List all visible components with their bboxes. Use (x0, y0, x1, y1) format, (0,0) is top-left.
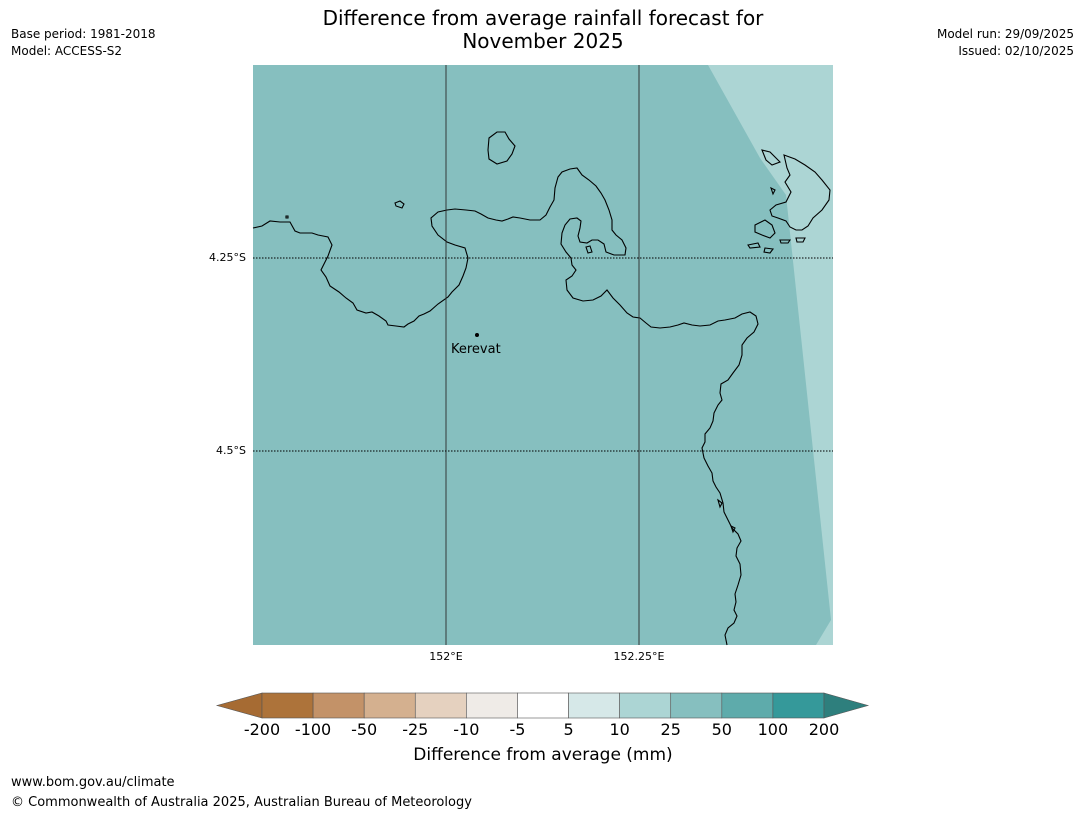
colorbar-swatch (414, 692, 467, 719)
footer-url[interactable]: www.bom.gov.au/climate (11, 775, 175, 790)
colorbar-extend-low (215, 692, 263, 719)
base-period-text: Base period: 1981-2018 (11, 27, 156, 41)
map-band-25-50 (253, 65, 833, 645)
island-north (487, 131, 516, 165)
header-right: Model run: 29/09/2025 Issued: 02/10/2025 (937, 26, 1074, 60)
lat-label-4-25s: 4.25°S (209, 251, 246, 264)
colorbar-tick-label: 5 (563, 720, 574, 739)
lon-label-152e: 152°E (429, 650, 463, 663)
issued-text: Issued: 02/10/2025 (958, 44, 1074, 58)
colorbar-tick-label: -200 (243, 720, 281, 739)
colorbar-extend-high (823, 692, 870, 719)
graticule (253, 65, 833, 645)
rainfall-map (252, 65, 833, 646)
colorbar-tick-label: 10 (609, 720, 630, 739)
model-text: Model: ACCESS-S2 (11, 44, 123, 58)
colorbar-tick-label: 50 (711, 720, 732, 739)
colorbar-swatch (772, 692, 825, 719)
colorbar-swatch (568, 692, 620, 719)
colorbar-swatch (363, 692, 416, 719)
colorbar-swatch (312, 692, 365, 719)
colorbar-tick-label: -25 (402, 720, 429, 739)
kerevat-marker (475, 333, 479, 337)
island-small-west (394, 200, 405, 209)
title-line-2: November 2025 (462, 29, 624, 53)
place-label-kerevat: Kerevat (451, 342, 501, 357)
colorbar-tick-label: -100 (294, 720, 332, 739)
coastline (252, 131, 831, 646)
colorbar-tick-label: 200 (808, 720, 840, 739)
colorbar-swatch (619, 692, 672, 719)
title-line-1: Difference from average rainfall forecas… (322, 6, 764, 30)
map-band-10-25-east (708, 65, 833, 645)
lon-label-152-25e: 152.25°E (613, 650, 665, 663)
model-run-text: Model run: 29/09/2025 (936, 27, 1074, 41)
page-title: Difference from average rainfall forecas… (243, 7, 843, 53)
colorbar-swatch (670, 692, 723, 719)
colorbar-swatch (721, 692, 774, 719)
colorbar-tick-label: -10 (453, 720, 480, 739)
colorbar-swatch (517, 692, 569, 719)
colorbar-title: Difference from average (mm) (413, 745, 673, 765)
duke-of-york-islands (717, 149, 831, 534)
header-left: Base period: 1981-2018 Model: ACCESS-S2 (11, 26, 156, 60)
island-inner-bay (585, 245, 593, 254)
colorbar-tick-label: -5 (509, 720, 526, 739)
lat-label-4-5s: 4.5°S (216, 444, 246, 457)
island-tiny-west (285, 215, 289, 219)
colorbar-tick-label: 25 (660, 720, 681, 739)
colorbar-tick-label: -50 (351, 720, 378, 739)
coastline-main (252, 167, 759, 646)
colorbar-swatch (261, 692, 314, 719)
footer-copyright: © Commonwealth of Australia 2025, Austra… (11, 795, 472, 810)
colorbar-tick-label: 100 (757, 720, 789, 739)
colorbar-swatch (466, 692, 518, 719)
